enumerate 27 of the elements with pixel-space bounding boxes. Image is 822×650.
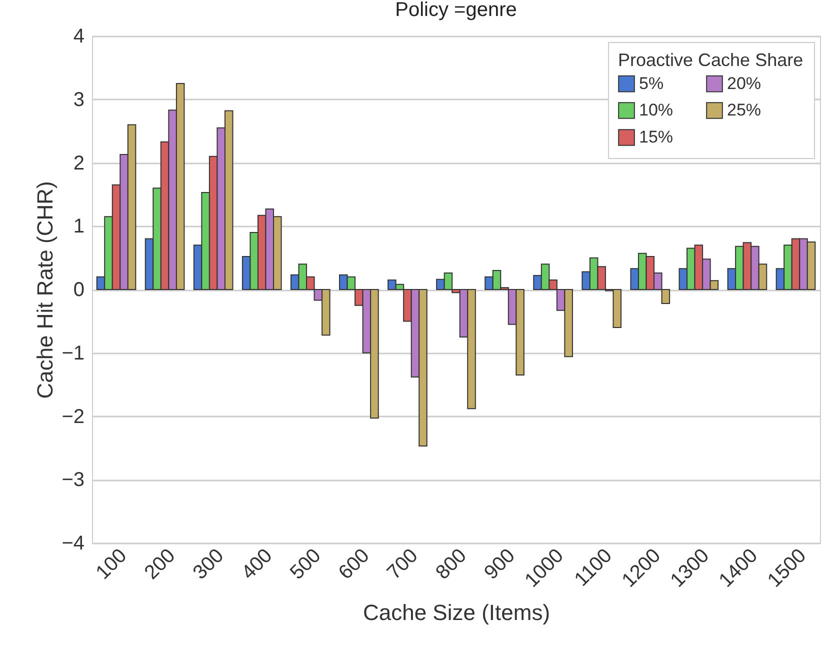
x-tick-label: 600	[334, 544, 374, 584]
y-tick-label: 3	[73, 88, 84, 111]
legend-label: 25%	[727, 100, 762, 120]
y-tick-label: 0	[73, 279, 84, 301]
y-tick-label: 4	[73, 26, 84, 48]
y-tick-label: 2	[73, 152, 84, 174]
x-tick-label: 300	[189, 544, 228, 584]
x-tick-label: 800	[432, 544, 471, 584]
y-axis-title: Cache Hit Rate (CHR)	[32, 181, 58, 399]
legend-label: 5%	[639, 74, 664, 93]
legend-label: 20%	[727, 74, 762, 93]
x-tick-label: 400	[238, 544, 277, 584]
y-tick-label: −4	[62, 532, 84, 554]
legend-label: 15%	[639, 128, 674, 146]
x-tick-label: 700	[383, 544, 422, 584]
y-tick-label: −1	[62, 342, 84, 364]
y-tick-label: −3	[62, 469, 84, 492]
legend-label: 10%	[639, 100, 674, 120]
y-tick-label: 1	[73, 216, 84, 238]
legend-title: Proactive Cache Share	[618, 50, 804, 70]
x-axis-title: Cache Size (Items)	[362, 600, 550, 626]
x-tick-label: 100	[92, 544, 132, 584]
x-tick-label: 900	[480, 544, 520, 584]
chart-title: Policy =genre	[395, 0, 517, 21]
y-tick-label: −2	[62, 406, 84, 428]
x-tick-label: 500	[286, 544, 326, 584]
x-tick-label: 200	[140, 544, 180, 584]
